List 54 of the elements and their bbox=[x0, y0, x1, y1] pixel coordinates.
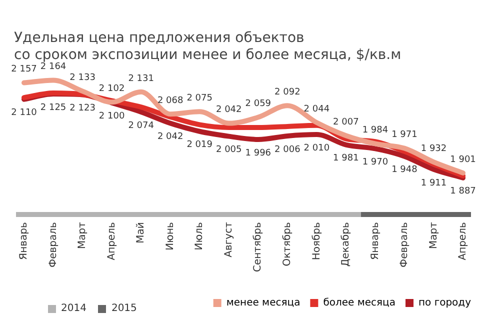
data-label: 1 932 bbox=[420, 144, 447, 154]
data-label: 2 123 bbox=[70, 104, 96, 114]
x-tick-label: Октябрь bbox=[282, 222, 293, 266]
data-label: 2 100 bbox=[98, 112, 125, 122]
x-tick-label: Декабрь bbox=[340, 222, 352, 267]
x-tick-label: Июль bbox=[194, 222, 206, 250]
data-label: 2 125 bbox=[40, 102, 66, 113]
data-label: 1 984 bbox=[362, 126, 388, 136]
x-tick-label: Январь bbox=[18, 222, 30, 260]
x-tick-label: Июнь bbox=[164, 222, 176, 250]
x-tick-label: Январь bbox=[370, 222, 381, 260]
x-tick-label: Май bbox=[136, 222, 147, 244]
data-label: 2 075 bbox=[186, 93, 212, 104]
x-tick-label: Сентябрь bbox=[252, 222, 264, 272]
data-label: 2 059 bbox=[245, 99, 272, 110]
data-label: 1 948 bbox=[392, 165, 418, 176]
data-label: 2 068 bbox=[157, 96, 184, 106]
x-tick-label: Август bbox=[223, 222, 234, 258]
data-label: 2 133 bbox=[70, 73, 96, 84]
legend-label: по городу bbox=[418, 298, 472, 309]
data-label: 2 007 bbox=[333, 117, 359, 128]
data-label: 1 996 bbox=[245, 148, 272, 158]
data-label: 1 911 bbox=[420, 178, 447, 188]
x-tick-label: Апрель bbox=[106, 222, 118, 260]
data-label: 1 887 bbox=[450, 186, 476, 197]
data-label: 1 970 bbox=[362, 157, 388, 168]
data-label: 2 110 bbox=[11, 108, 38, 118]
data-label: 2 010 bbox=[304, 143, 330, 154]
text: 2015 bbox=[111, 303, 137, 314]
x-tick-label: Февраль bbox=[48, 222, 59, 268]
x-tick-label: Февраль bbox=[399, 222, 410, 268]
x-tick-label: Ноябрь bbox=[311, 222, 322, 260]
data-label: 2 044 bbox=[304, 104, 330, 114]
data-label: 2 092 bbox=[274, 88, 300, 98]
data-label: 2 074 bbox=[128, 120, 154, 131]
data-label: 2 042 bbox=[216, 105, 242, 116]
data-label: 2 131 bbox=[128, 74, 154, 84]
data-label: 2 164 bbox=[40, 62, 66, 72]
data-label: 1 901 bbox=[450, 154, 476, 165]
data-label: 2 042 bbox=[157, 132, 184, 142]
data-label: 2 157 bbox=[11, 64, 37, 75]
x-tick-label: Март bbox=[77, 222, 88, 250]
x-tick-label: Апрель bbox=[458, 222, 469, 260]
data-label: 2 005 bbox=[216, 145, 242, 156]
text: 2014 bbox=[61, 303, 86, 314]
legend-label: более месяца bbox=[323, 298, 396, 309]
legend-label: менее месяца bbox=[226, 298, 300, 309]
data-label: 2 006 bbox=[274, 144, 301, 155]
data-label: 2 102 bbox=[98, 84, 125, 94]
x-tick-label: Март bbox=[428, 222, 440, 250]
data-label: 2 019 bbox=[186, 140, 213, 150]
chart-title: Удельная цена предложения объектов со сроком экспозиции менее и более месяца, $/кв.м bbox=[14, 30, 402, 63]
data-label: 1 981 bbox=[333, 154, 359, 164]
data-label: 1 971 bbox=[392, 130, 418, 140]
